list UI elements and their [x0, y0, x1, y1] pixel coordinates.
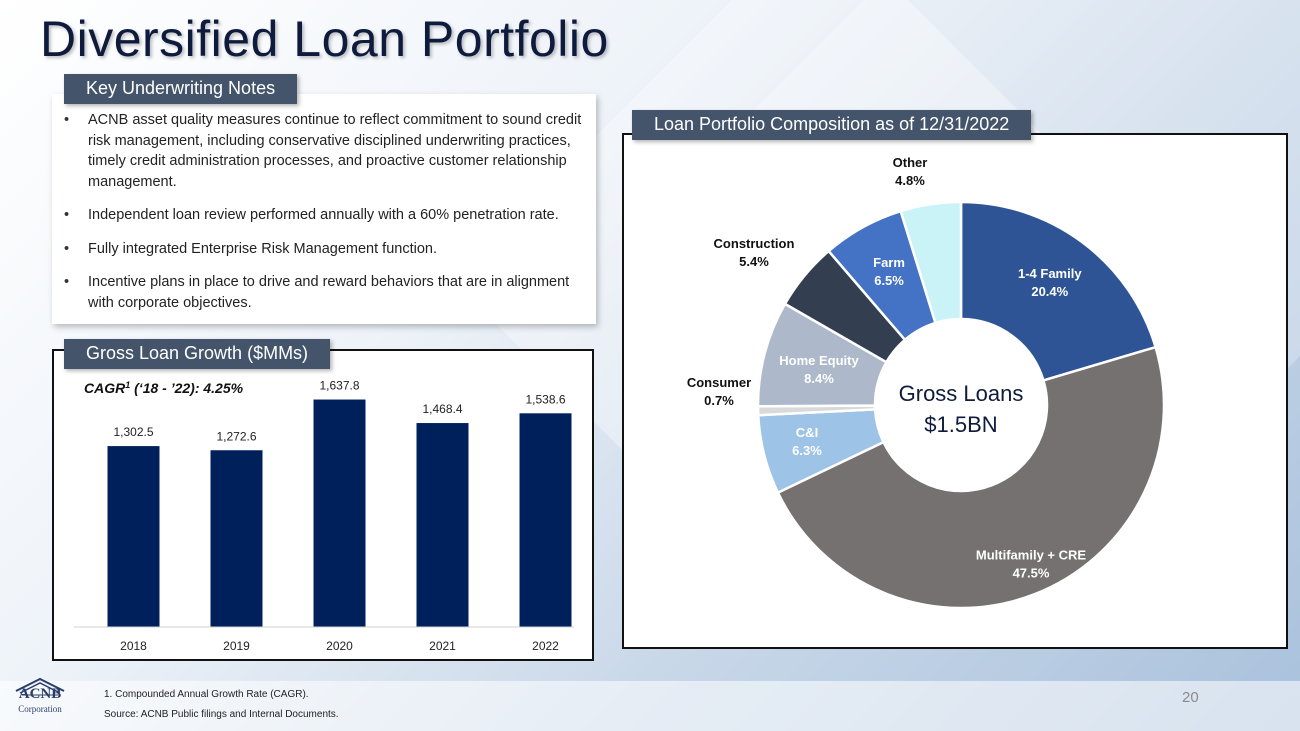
note-bullet: Fully integrated Enterprise Risk Managem… — [64, 239, 586, 260]
portfolio-composition-tab: Loan Portfolio Composition as of 12/31/2… — [632, 110, 1032, 140]
slice-label: Consumer — [687, 375, 751, 390]
donut-slice-1-4-family — [959, 200, 1158, 383]
bar-2018 — [107, 446, 160, 627]
slice-percent: 20.4% — [1031, 284, 1068, 299]
loan-growth-bar-chart: CAGR1 (‘18 - ’22): 4.25% 1,302.5 2018 1,27… — [74, 379, 574, 653]
page-number: 20 — [1182, 689, 1199, 706]
slice-percent: 4.8% — [895, 173, 925, 188]
bar-2021 — [416, 423, 469, 627]
slice-percent: 6.5% — [874, 273, 904, 288]
note-bullet: Independent loan review performed annual… — [64, 205, 586, 226]
underwriting-notes-tab: Key Underwriting Notes — [64, 74, 298, 104]
bar-value-label: 1,272.6 — [216, 429, 256, 443]
x-tick-label: 2019 — [223, 639, 250, 653]
donut-center-line2: $1.5BN — [924, 412, 997, 437]
loan-growth-tab: Gross Loan Growth ($MMs) — [64, 339, 331, 369]
bar-2019 — [210, 450, 263, 627]
bar-value-label: 1,302.5 — [113, 425, 153, 439]
portfolio-donut-chart: 1-4 Family 20.4% Multifamily + CRE 47.5% C&I… — [687, 155, 1166, 610]
slice-percent: 5.4% — [739, 254, 769, 269]
donut-slice-multifamily-cre — [776, 345, 1166, 610]
note-bullet: Incentive plans in place to drive and re… — [64, 272, 586, 313]
portfolio-composition-panel: 1-4 Family 20.4% Multifamily + CRE 47.5% C&I… — [622, 133, 1288, 649]
slice-label: 1-4 Family — [1018, 266, 1082, 281]
x-tick-label: 2022 — [532, 639, 559, 653]
slice-label: Farm — [873, 255, 905, 270]
cagr-label: CAGR1 (‘18 - ’22): 4.25% — [84, 380, 244, 396]
slice-label: Home Equity — [779, 353, 859, 368]
bar-2020 — [313, 399, 366, 627]
note-bullet: ACNB asset quality measures continue to … — [64, 110, 586, 192]
bar-value-label: 1,637.8 — [319, 379, 359, 393]
slice-percent: 8.4% — [804, 371, 834, 386]
logo-subtitle: Corporation — [18, 704, 62, 714]
slice-label: C&I — [796, 425, 818, 440]
slice-label: Multifamily + CRE — [976, 547, 1086, 562]
donut-center-line1: Gross Loans — [899, 381, 1024, 406]
footer-band — [0, 681, 1300, 731]
x-tick-label: 2018 — [120, 639, 147, 653]
x-tick-label: 2021 — [429, 639, 456, 653]
bar-value-label: 1,468.4 — [422, 402, 462, 416]
underwriting-notes-list: ACNB asset quality measures continue to … — [52, 94, 596, 313]
logo-name: ACNB — [18, 686, 62, 702]
underwriting-notes-panel: ACNB asset quality measures continue to … — [52, 94, 596, 324]
slice-label: Other — [893, 155, 928, 170]
acnb-logo-icon — [15, 677, 65, 696]
page-title: Diversified Loan Portfolio — [40, 11, 609, 67]
footnote-source: Source: ACNB Public filings and Internal… — [104, 709, 339, 720]
donut-slice-other — [899, 200, 963, 325]
bar-2022 — [519, 413, 572, 627]
slice-label: Construction — [714, 236, 795, 251]
loan-growth-panel: CAGR1 (‘18 - ’22): 4.25% 1,302.5 2018 1,27… — [52, 349, 594, 661]
footnote-cagr: 1. Compounded Annual Growth Rate (CAGR). — [104, 689, 309, 700]
slice-percent: 0.7% — [704, 393, 734, 408]
slice-percent: 47.5% — [1013, 565, 1050, 580]
bar-value-label: 1,538.6 — [525, 392, 565, 406]
x-tick-label: 2020 — [326, 639, 353, 653]
slice-percent: 6.3% — [792, 443, 822, 458]
